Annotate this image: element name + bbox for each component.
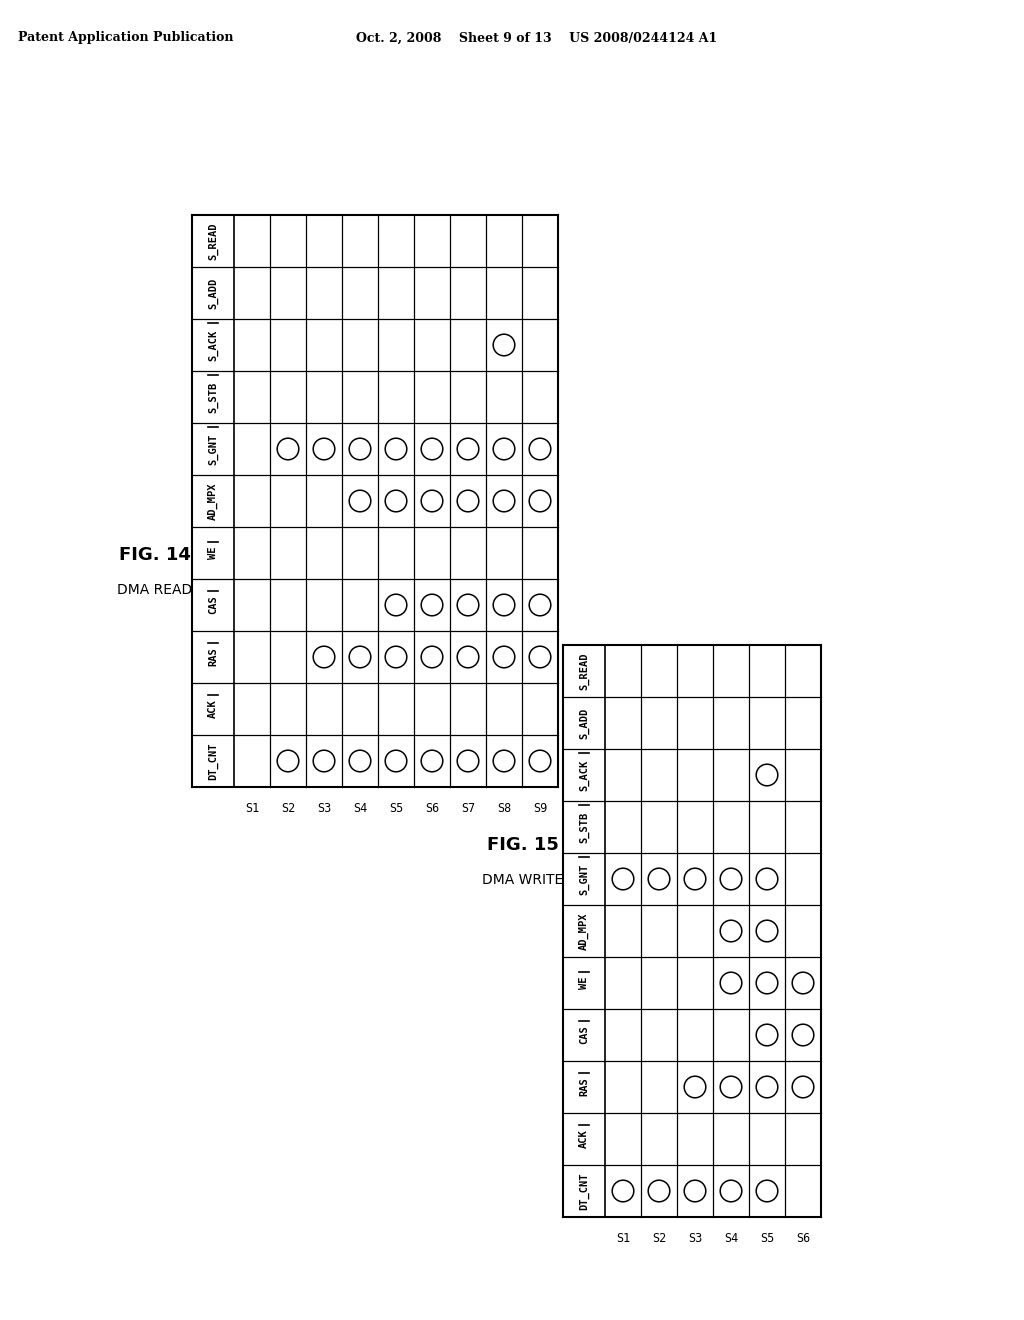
Text: WE: WE [208, 546, 218, 560]
Text: S1: S1 [245, 803, 259, 816]
Text: ACK: ACK [579, 1130, 589, 1148]
Text: S1: S1 [615, 1233, 630, 1246]
Text: S3: S3 [316, 803, 331, 816]
Text: DT_CNT: DT_CNT [208, 742, 218, 780]
Text: S6: S6 [796, 1233, 810, 1246]
Text: S_GNT: S_GNT [208, 433, 218, 465]
Text: S4: S4 [724, 1233, 738, 1246]
Text: CAS: CAS [208, 595, 218, 614]
Text: DMA WRITE: DMA WRITE [482, 873, 563, 887]
Text: RAS: RAS [208, 648, 218, 667]
Text: S5: S5 [760, 1233, 774, 1246]
Text: S_GNT: S_GNT [579, 863, 589, 895]
Text: S_ACK: S_ACK [579, 759, 589, 791]
Text: Oct. 2, 2008    Sheet 9 of 13    US 2008/0244124 A1: Oct. 2, 2008 Sheet 9 of 13 US 2008/02441… [356, 32, 717, 45]
Text: AD_MPX: AD_MPX [208, 482, 218, 520]
Text: AD_MPX: AD_MPX [579, 912, 589, 950]
Text: S9: S9 [532, 803, 547, 816]
Text: WE: WE [579, 977, 589, 989]
Text: S3: S3 [688, 1233, 702, 1246]
Text: S_READ: S_READ [208, 222, 218, 260]
Text: DT_CNT: DT_CNT [579, 1172, 589, 1209]
Text: S_STB: S_STB [579, 812, 589, 842]
Text: ACK: ACK [208, 700, 218, 718]
Text: S_ACK: S_ACK [208, 330, 218, 360]
Text: S2: S2 [652, 1233, 667, 1246]
Text: S_ADD: S_ADD [208, 277, 218, 309]
Text: S_READ: S_READ [579, 652, 589, 690]
Text: S6: S6 [425, 803, 439, 816]
Text: S8: S8 [497, 803, 511, 816]
Text: FIG. 14: FIG. 14 [119, 546, 190, 564]
Text: S7: S7 [461, 803, 475, 816]
Text: DMA READ: DMA READ [118, 583, 193, 597]
Text: S2: S2 [281, 803, 295, 816]
Text: RAS: RAS [579, 1077, 589, 1097]
Text: Patent Application Publication: Patent Application Publication [18, 32, 233, 45]
Text: S_ADD: S_ADD [579, 708, 589, 739]
Text: S5: S5 [389, 803, 403, 816]
Text: S_STB: S_STB [208, 381, 218, 413]
Text: S4: S4 [353, 803, 368, 816]
Text: CAS: CAS [579, 1026, 589, 1044]
Text: FIG. 15: FIG. 15 [487, 836, 559, 854]
